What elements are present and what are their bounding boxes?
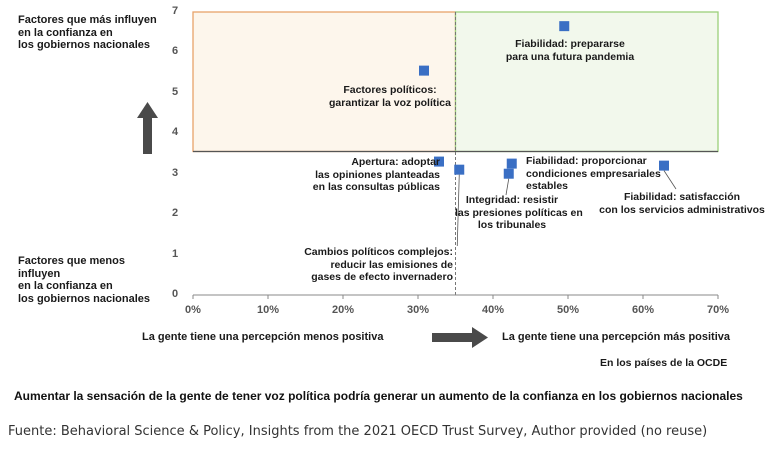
top-left-label: Factores que más influyen en la confianz… — [18, 14, 157, 51]
x-tick-label: 10% — [256, 304, 280, 316]
data-point — [503, 168, 514, 179]
x-tick-label: 0% — [185, 304, 201, 316]
annotation-leader-line — [456, 174, 460, 247]
point-label: Cambios políticos complejos: reducir las… — [304, 246, 453, 283]
x-tick-label: 40% — [481, 304, 505, 316]
point-label: Factores políticos: garantizar la voz po… — [329, 84, 451, 109]
bottom-left-label: Factores que menos influyen en la confia… — [18, 255, 151, 305]
x-less-positive-label: La gente tiene una percepción menos posi… — [142, 331, 384, 343]
x-tick-label: 50% — [556, 304, 580, 316]
quadrants — [192, 11, 719, 153]
data-point — [419, 65, 429, 76]
oecd-label: En los países de la OCDE — [600, 357, 728, 369]
up-arrow-shaft — [143, 118, 152, 154]
up-arrow-head — [137, 102, 158, 118]
y-tick-label: 1 — [172, 247, 179, 260]
right-arrow-shaft — [432, 333, 472, 342]
right-arrow-head — [472, 327, 488, 348]
point-label: Fiabilidad: proporcionar condiciones emp… — [526, 155, 661, 192]
data-point — [434, 156, 444, 167]
quadrant-top-right — [454, 11, 719, 153]
y-tick-label: 7 — [172, 5, 179, 17]
y-tick-label: 0 — [172, 288, 179, 300]
x-tick-label: 20% — [331, 304, 355, 316]
y-tick-label: 3 — [172, 166, 179, 179]
data-point — [659, 160, 669, 171]
data-points — [419, 21, 677, 247]
y-tick-label: 2 — [172, 207, 179, 220]
point-label: Fiabilidad: prepararse para una futura p… — [505, 38, 635, 63]
x-tick-label: 30% — [406, 304, 430, 316]
x-more-positive-label: La gente tiene una percepción más positi… — [502, 331, 731, 343]
chart-caption: Aumentar la sensación de la gente de ten… — [14, 389, 743, 403]
data-point — [506, 158, 517, 169]
data-point — [559, 21, 570, 32]
point-label: Fiabilidad: satisfacción con los servici… — [599, 191, 765, 216]
source-credit: Fuente: Behavioral Science & Policy, Ins… — [8, 424, 708, 439]
x-tick-label: 70% — [706, 304, 730, 316]
direction-arrows — [137, 102, 488, 348]
point-label: Integridad: resistir las presiones polít… — [455, 194, 583, 231]
annotation-leader-line — [505, 178, 510, 196]
quadrant-top-left — [192, 11, 457, 153]
point-label: Apertura: adoptar las opiniones plantead… — [312, 156, 440, 193]
chart-axis — [192, 294, 719, 299]
x-tick-label: 60% — [631, 304, 655, 316]
y-tick-label: 4 — [172, 126, 179, 139]
y-tick-label: 5 — [172, 85, 179, 98]
annotation-leader-line — [663, 170, 677, 190]
y-tick-label: 6 — [172, 45, 179, 58]
data-point — [454, 164, 465, 175]
